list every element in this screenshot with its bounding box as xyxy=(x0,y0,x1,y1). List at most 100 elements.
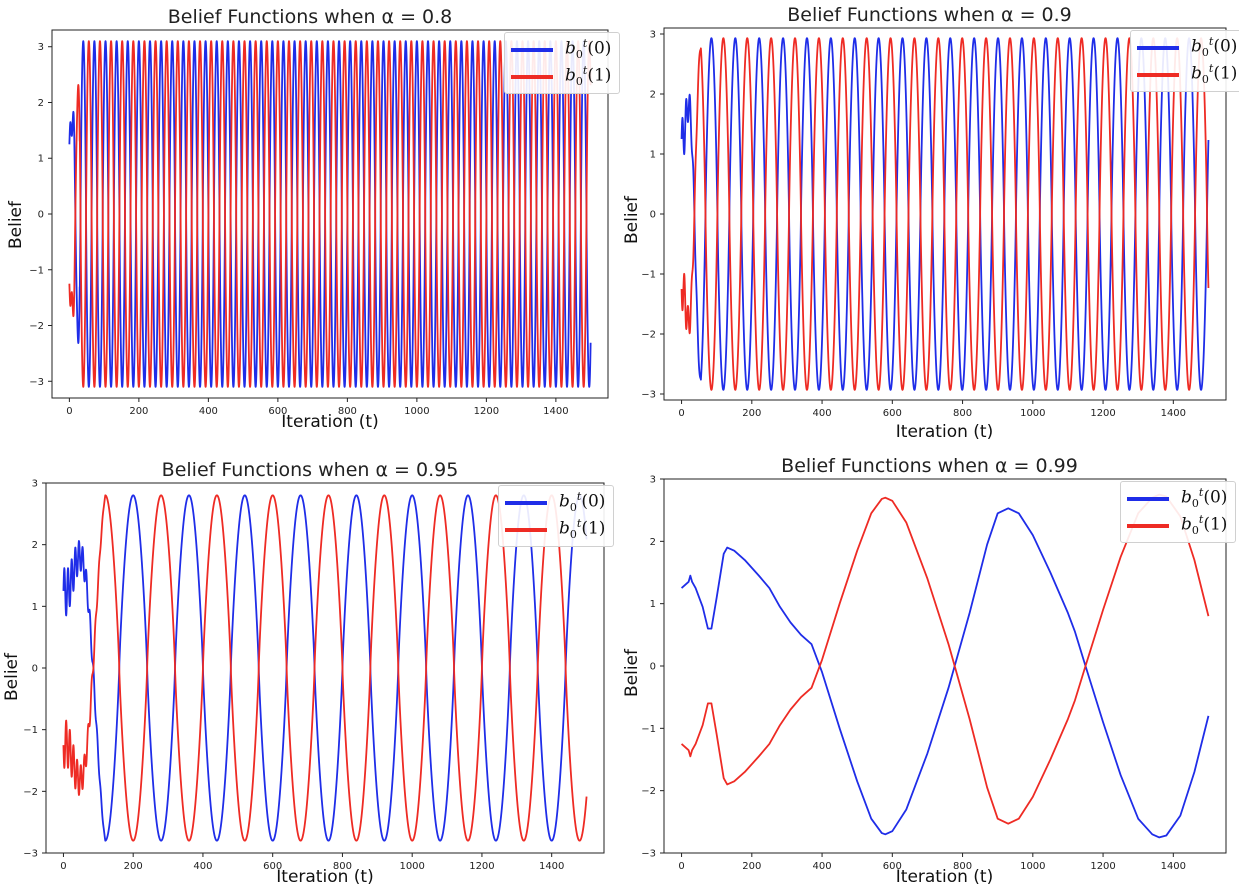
y-tick-label: −1 xyxy=(23,725,38,736)
y-tick-label: 2 xyxy=(650,537,656,548)
x-tick-label: 1000 xyxy=(404,406,429,417)
x-tick-label: 1200 xyxy=(1090,861,1115,872)
y-tick-label: −2 xyxy=(29,321,44,332)
chart-panel-alpha-0-99: Belief Functions when α = 0.99 0 200 400 60… xyxy=(620,445,1239,890)
chart-panel-alpha-0-9: Belief Functions when α = 0.9 0 200 400 600… xyxy=(620,0,1239,445)
legend-item: b0t(1) xyxy=(1137,61,1237,88)
x-tick-label: 1400 xyxy=(539,861,564,872)
y-tick-label: 0 xyxy=(650,210,656,221)
legend-item: b0t(0) xyxy=(1127,485,1227,512)
legend-label-b0: b0t(0) xyxy=(1181,486,1228,511)
legend-item: b0t(1) xyxy=(505,516,605,543)
x-tick-label: 800 xyxy=(338,406,357,417)
x-tick-label: 1400 xyxy=(1161,861,1186,872)
legend-label-b0: b0t(0) xyxy=(1191,35,1238,60)
series-line-b0 xyxy=(680,37,1210,391)
y-tick-label: 3 xyxy=(650,30,656,41)
legend-label-b0: b0t(0) xyxy=(565,37,612,62)
x-tick-label: 1400 xyxy=(543,406,568,417)
y-tick-label: −2 xyxy=(23,787,38,798)
legend-swatch-red xyxy=(505,527,547,532)
y-tick-label: 0 xyxy=(32,664,38,675)
y-axis-label: Belief xyxy=(6,200,27,250)
y-tick-label: 1 xyxy=(650,599,656,610)
legend-label-b1: b0t(1) xyxy=(1181,513,1228,538)
legend-swatch-red xyxy=(511,74,553,79)
x-tick-label: 0 xyxy=(678,861,684,872)
y-tick-label: −3 xyxy=(641,849,656,860)
x-tick-label: 800 xyxy=(333,861,352,872)
y-tick-label: 0 xyxy=(650,662,656,673)
series-line-b1 xyxy=(62,494,588,842)
x-tick-label: 1200 xyxy=(1090,408,1115,419)
y-axis-label: Belief xyxy=(622,195,643,245)
y-tick-label: 3 xyxy=(32,479,38,490)
series-line-b0 xyxy=(62,494,588,842)
legend: b0t(0) b0t(1) xyxy=(498,485,615,547)
legend-swatch-blue xyxy=(511,47,553,52)
chart-title: Belief Functions when α = 0.9 xyxy=(787,4,1072,26)
x-tick-label: 0 xyxy=(678,408,684,419)
y-tick-label: −1 xyxy=(641,270,656,281)
legend: b0t(0) b0t(1) xyxy=(1120,481,1237,543)
legend-swatch-red xyxy=(1127,523,1169,528)
x-tick-label: 600 xyxy=(263,861,282,872)
x-tick-label: 600 xyxy=(883,861,902,872)
y-tick-label: −2 xyxy=(641,786,656,797)
legend-item: b0t(0) xyxy=(505,489,605,516)
y-tick-label: 2 xyxy=(38,98,44,109)
x-tick-label: 1000 xyxy=(399,861,424,872)
legend-item: b0t(1) xyxy=(1127,512,1227,539)
x-tick-label: 200 xyxy=(742,408,761,419)
x-tick-label: 1000 xyxy=(1020,408,1045,419)
y-tick-label: −1 xyxy=(29,265,44,276)
x-tick-label: 400 xyxy=(199,406,218,417)
y-tick-label: −2 xyxy=(641,330,656,341)
y-tick-label: −3 xyxy=(23,849,38,860)
x-tick-label: 200 xyxy=(129,406,148,417)
x-tick-label: 0 xyxy=(66,406,72,417)
legend-swatch-red xyxy=(1137,72,1179,77)
chart-title: Belief Functions when α = 0.95 xyxy=(161,459,459,481)
legend-item: b0t(0) xyxy=(1137,34,1237,61)
y-axis-label: Belief xyxy=(622,648,643,698)
y-tick-label: 2 xyxy=(32,540,38,551)
x-axis-label: Iteration (t) xyxy=(895,422,994,442)
x-tick-label: 400 xyxy=(193,861,212,872)
legend-label-b1: b0t(1) xyxy=(559,517,606,542)
x-tick-label: 600 xyxy=(883,408,902,419)
y-tick-label: −3 xyxy=(641,390,656,401)
legend-item: b0t(0) xyxy=(511,36,611,63)
y-tick-label: 3 xyxy=(650,475,656,486)
x-axis-label: Iteration (t) xyxy=(895,867,994,887)
y-axis-label: Belief xyxy=(2,652,23,702)
y-tick-label: 2 xyxy=(650,90,656,101)
y-tick-label: 3 xyxy=(38,42,44,53)
y-tick-label: −1 xyxy=(641,724,656,735)
y-tick-label: 1 xyxy=(38,154,44,165)
y-tick-label: 1 xyxy=(32,602,38,613)
chart-title: Belief Functions when α = 0.8 xyxy=(167,6,453,28)
x-axis-label: Iteration (t) xyxy=(276,867,374,887)
x-tick-label: 600 xyxy=(268,406,287,417)
series-line-b1 xyxy=(680,493,1210,825)
x-tick-label: 400 xyxy=(813,861,832,872)
y-tick-label: 0 xyxy=(38,210,44,221)
chart-svg: 0 200 400 600 800 1000 1200 1400 −3 −2 −1 0 1 2 3 xyxy=(29,29,609,417)
y-tick-label: 1 xyxy=(650,150,656,161)
y-tick-label: −3 xyxy=(29,377,44,388)
x-tick-label: 1200 xyxy=(469,861,494,872)
chart-svg: 0 200 400 600 800 1000 1200 1400 −3 −2 −1 0 1 2 3 xyxy=(641,27,1227,419)
legend: b0t(0) b0t(1) xyxy=(504,32,621,94)
series-line-b0 xyxy=(680,507,1210,839)
x-tick-label: 800 xyxy=(953,408,972,419)
x-tick-label: 400 xyxy=(813,408,832,419)
legend-swatch-blue xyxy=(505,500,547,505)
x-axis-label: Iteration (t) xyxy=(281,412,379,432)
x-tick-label: 200 xyxy=(124,861,143,872)
legend-item: b0t(1) xyxy=(511,63,611,90)
chart-svg: 0 200 400 600 800 1000 1200 1400 −3 −2 −1 0 1 2 3 xyxy=(641,475,1227,872)
x-tick-label: 1400 xyxy=(1161,408,1186,419)
chart-title: Belief Functions when α = 0.99 xyxy=(781,455,1078,477)
x-tick-label: 0 xyxy=(60,861,66,872)
